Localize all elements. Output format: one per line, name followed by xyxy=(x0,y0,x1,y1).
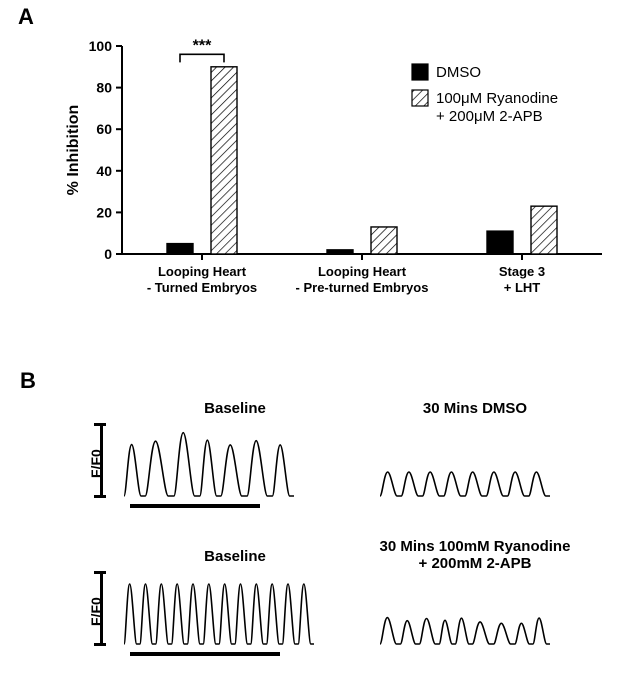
trace-title-left: Baseline xyxy=(160,400,310,417)
bar-chart: 020406080100% InhibitionLooping Heart- T… xyxy=(60,28,620,364)
horizontal-scale-bar xyxy=(130,652,280,656)
vertical-scale-label: F/F0 xyxy=(88,597,104,626)
svg-text:0: 0 xyxy=(104,246,112,262)
bar-dmso-2 xyxy=(487,231,513,254)
x-category-label: + LHT xyxy=(504,280,541,295)
x-category-label: - Pre-turned Embryos xyxy=(296,280,429,295)
panel-a-label: A xyxy=(18,4,34,30)
x-category-label: Looping Heart xyxy=(318,264,407,279)
trace-left xyxy=(124,566,322,666)
trace-title-right: 30 Mins DMSO xyxy=(365,400,585,417)
trace-right xyxy=(380,418,558,518)
trace-row: Baseline30 Mins DMSOF/F0 xyxy=(90,400,570,530)
x-category-label: Stage 3 xyxy=(499,264,545,279)
panel-b-label: B xyxy=(20,368,36,394)
x-category-label: Looping Heart xyxy=(158,264,247,279)
svg-text:40: 40 xyxy=(96,163,112,179)
bar-rya-0 xyxy=(211,67,237,254)
trace-row: Baseline30 Mins 100mM Ryanodine + 200mM … xyxy=(90,548,570,678)
trace-left xyxy=(124,418,302,518)
svg-text:20: 20 xyxy=(96,204,112,220)
legend-swatch xyxy=(412,64,428,80)
legend-label: DMSO xyxy=(436,64,481,81)
svg-text:80: 80 xyxy=(96,80,112,96)
bar-rya-1 xyxy=(371,227,397,254)
x-category-label: - Turned Embryos xyxy=(147,280,257,295)
vertical-scale-label: F/F0 xyxy=(88,449,104,478)
trace-right xyxy=(380,566,558,666)
significance-label: *** xyxy=(193,37,212,54)
bar-dmso-0 xyxy=(167,244,193,254)
svg-text:60: 60 xyxy=(96,121,112,137)
horizontal-scale-bar xyxy=(130,504,260,508)
bar-dmso-1 xyxy=(327,250,353,254)
legend-swatch xyxy=(412,90,428,106)
panel-b-traces: Baseline30 Mins DMSOF/F0 Baseline30 Mins … xyxy=(90,400,570,696)
bar-rya-2 xyxy=(531,206,557,254)
y-axis-label: % Inhibition xyxy=(65,105,82,196)
legend-label: + 200μM 2-APB xyxy=(436,108,543,125)
trace-title-left: Baseline xyxy=(160,548,310,565)
svg-text:100: 100 xyxy=(89,38,113,54)
legend-label: 100μM Ryanodine xyxy=(436,90,558,107)
